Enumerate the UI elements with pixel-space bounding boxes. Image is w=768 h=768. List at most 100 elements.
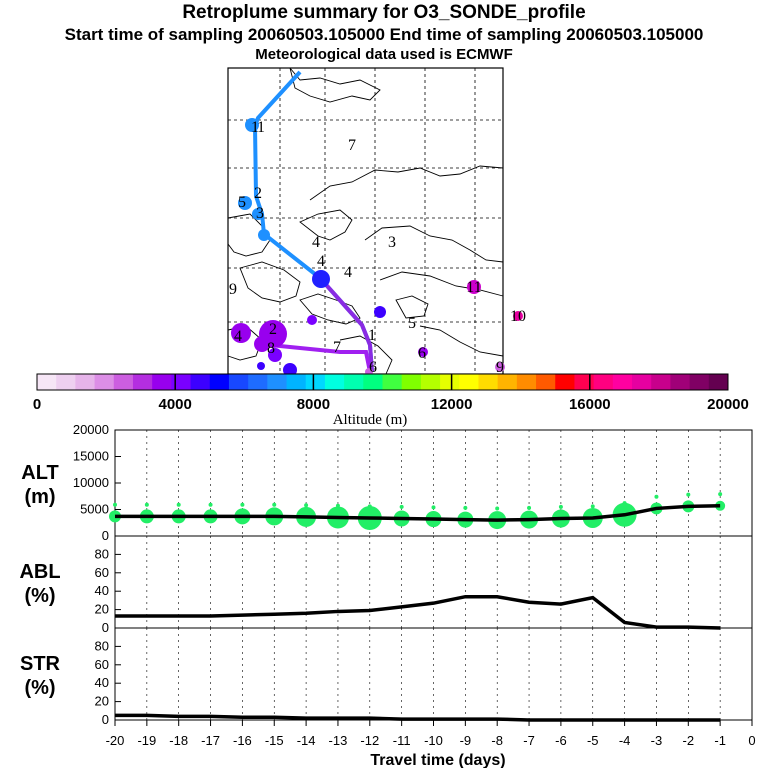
colorbar-swatch [113,374,134,390]
altitude-bubble-small [495,506,500,511]
x-tick-label: -4 [619,733,631,748]
y-tick-label: 0 [102,528,109,543]
colorbar-swatch [593,374,614,390]
y-axis-label: (m) [24,486,55,508]
altitude-bubble-small [113,502,117,507]
colorbar-swatch [56,374,76,390]
x-axis: -20 -19 -18 -17 -16 -15 -14 -13 -12 -11 -10 -9 -8 -7-… [106,720,756,768]
altitude-bubble-small [558,504,563,509]
x-tick-label: -3 [651,733,663,748]
colorbar-swatch [363,374,383,390]
y-tick-label: 80 [95,638,109,653]
series-line-alt [115,504,721,522]
altitude-bubble-small [590,504,595,509]
map-cluster-label: 8 [267,340,275,357]
colorbar-swatch [267,374,288,390]
colorbar-swatch [209,374,230,390]
map-cluster-label: 2 [254,185,262,202]
colorbar-swatch [324,374,345,390]
colorbar-swatch [344,374,364,390]
x-tick-label: -1 [714,733,726,748]
x-tick-label: -19 [137,733,156,748]
colorbar-tick-label: 16000 [569,396,611,413]
altitude-bubble-small [399,504,404,509]
x-tick-label: -2 [683,733,695,748]
map-cluster-label: 3 [256,205,264,222]
map-cluster-label: 1 [257,119,265,136]
colorbar-swatch [75,374,96,390]
x-tick-label: -10 [424,733,443,748]
map-cluster-label: 3 [388,234,396,251]
colorbar-swatch [132,374,153,390]
time-series-panels: 05000100001500020000ALT(m)020406080ABL(%… [19,422,755,768]
altitude-bubble-small [686,492,691,497]
colorbar-swatch [94,374,115,390]
x-tick-label: 0 [748,733,755,748]
altitude-bubble-small [622,501,627,506]
colorbar-swatch [516,374,537,390]
y-tick-label: 80 [95,546,109,561]
altitude-colorbar: 0 4000 8000 12000 16000 20000 Altitude (m) [33,373,749,428]
colorbar-tick-label: 0 [33,396,41,413]
x-tick-label: -11 [393,733,411,748]
x-tick-label: -15 [265,733,284,748]
x-tick-label: -9 [460,733,472,748]
altitude-bubble-small [463,505,468,510]
altitude-bubble-small [304,503,309,508]
series-line-abl [115,594,721,630]
colorbar-swatch [190,374,211,390]
map-cluster-label: 4 [234,328,242,345]
y-tick-label: 60 [95,657,109,672]
y-tick-label: 0 [102,712,109,727]
y-tick-label: 20 [95,694,109,709]
colorbar-swatch [689,374,710,390]
colorbar-swatch [382,374,403,390]
map-cluster-label: 4 [317,253,325,270]
colorbar-swatch [478,374,499,390]
colorbar-swatch [670,374,691,390]
altitude-bubble-small [527,505,532,510]
x-tick-label: -13 [329,733,348,748]
colorbar-swatch [651,374,671,390]
x-tick-label: -17 [201,733,220,748]
x-tick-label: -16 [233,733,252,748]
map-cluster-label: 7 [333,339,341,356]
x-tick-label: -5 [587,733,599,748]
altitude-bubble-small [718,492,723,497]
altitude-bubble-small [240,502,245,507]
series-line-str [115,713,721,722]
x-tick-label: -12 [360,733,379,748]
colorbar-axis-label: Altitude (m) [333,412,408,428]
y-tick-label: 60 [95,565,109,580]
colorbar-swatch [536,374,556,390]
colorbar-swatch [401,374,422,390]
colorbar-swatch [497,374,518,390]
colorbar-frame [36,373,729,391]
map-cluster-label: 1 [368,327,376,344]
panel-alt: 0 5000 10000 15000 20000 ALT(m) [21,422,753,543]
map-cluster-label: 7 [348,137,356,154]
map-cluster-label: 4 [344,264,352,281]
map-cluster-label: 4 [312,234,320,251]
colorbar-swatch [305,374,326,390]
panel-str: 0 20 40 60 80 STR(%) [20,627,753,727]
map-cluster-label: 5 [408,315,416,332]
chart-title: Retroplume summary for O3_SONDE_profile [182,2,586,23]
x-axis-label: Travel time (days) [370,752,505,768]
y-tick-label: 40 [95,583,109,598]
map-cluster-label: 2 [269,321,277,338]
panel-abl: 0 20 40 60 80 ABL(%) [19,535,753,635]
altitude-bubble-small [272,502,277,507]
y-axis-label: (%) [24,677,55,699]
map-cluster-label: 1 [251,119,259,136]
y-axis-label: (%) [24,585,55,607]
trajectory-branch [269,343,372,373]
colorbar-swatch [248,374,268,390]
altitude-bubble-small [208,502,213,507]
colorbar-swatch [708,374,729,390]
colorbar-tick-label: 8000 [297,396,330,413]
map-cluster-label: 10 [510,308,526,325]
